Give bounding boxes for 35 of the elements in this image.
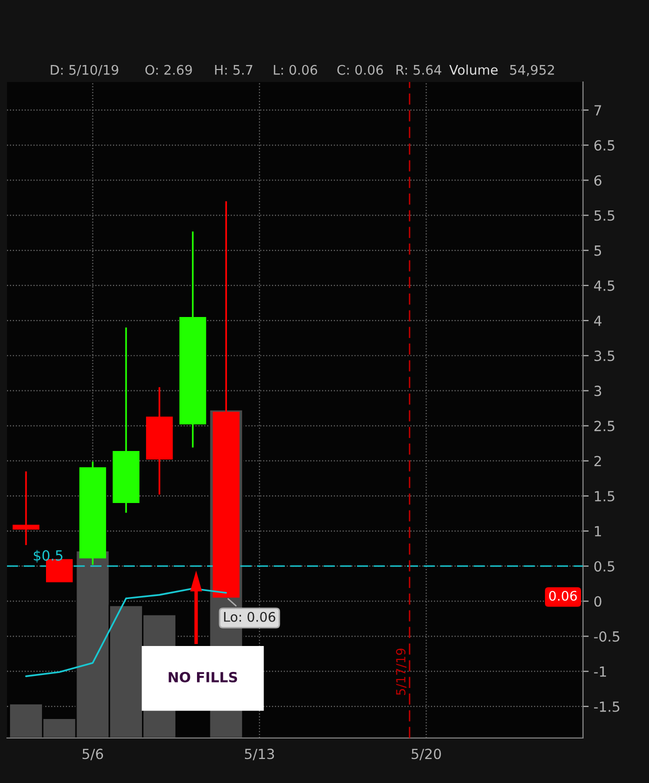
annotation: Lo: 0.06	[224, 612, 276, 622]
y-tick-label: -0.5	[594, 631, 620, 642]
y-tick-label: 5	[594, 246, 602, 256]
ref-line-label: 5/17/19	[396, 648, 406, 695]
text: L: 0.06	[274, 64, 318, 75]
y-tick-label: 4	[594, 316, 602, 326]
y-tick-label: -1.5	[594, 702, 620, 712]
y-tick-label: 4.5	[594, 280, 614, 291]
y-tick-label: -1	[594, 666, 606, 677]
y-tick-label: 2.5	[594, 420, 614, 432]
annotation: 0.06	[549, 590, 577, 601]
text: D: 5/10/19	[50, 64, 118, 76]
y-tick-label: 3	[594, 386, 602, 396]
y-tick-label: 0	[594, 596, 602, 607]
y-tick-label: 1.5	[594, 491, 614, 502]
ref-line-label: $0.5	[34, 550, 62, 563]
x-tick-label: 5/20	[412, 748, 441, 760]
y-tick-label: 6.5	[594, 140, 614, 151]
y-tick-label: 3.5	[594, 350, 614, 362]
y-tick-label: 6	[594, 175, 602, 186]
text: O: 2.69	[145, 64, 192, 75]
text: Volume	[449, 64, 498, 75]
text: H: 5.7	[215, 65, 252, 75]
text: R: 5.64	[396, 64, 442, 75]
y-tick-label: 5.5	[594, 210, 614, 221]
y-tick-label: 2	[594, 456, 601, 466]
candlestick	[12, 470, 40, 546]
y-tick-label: 7	[594, 105, 602, 116]
x-tick-label: 5/13	[244, 748, 274, 760]
text: 54,952	[510, 64, 554, 76]
y-tick-label: 1	[594, 526, 601, 536]
annotation: NO FILLS	[168, 672, 238, 682]
y-tick-label: 0.5	[594, 561, 614, 572]
x-tick-label: 5/6	[82, 748, 104, 760]
text: C: 0.06	[337, 64, 383, 75]
